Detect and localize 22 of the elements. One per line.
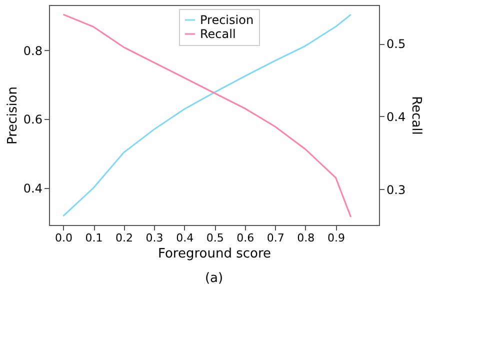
x-axis-title: Foreground score [158,246,272,262]
y2-axis-title: Recall [408,96,424,135]
x-tick-label: 0.8 [297,232,315,244]
x-tick-label: 0.4 [176,232,194,244]
y2-tick-label: 0.4 [386,110,406,124]
x-tick-label: 0.1 [85,232,103,244]
y-tick-label: 0.4 [23,181,42,196]
legend-label: Precision [200,13,254,27]
y2-tick-label: 0.5 [386,37,406,52]
x-tick-label: 0.5 [206,232,224,244]
y-tick-label: 0.6 [23,112,42,127]
legend-label: Recall [200,27,236,41]
x-tick-label: 0.9 [327,232,345,244]
x-tick-label: 0.3 [146,232,164,244]
text: (a) [204,271,224,286]
x-tick-label: 0.6 [236,232,254,244]
y-tick-label: 0.8 [23,44,42,58]
y2-tick-label: 0.3 [386,182,406,197]
y-axis-title: Precision [5,86,20,145]
x-tick-label: 0.0 [54,232,72,244]
x-tick-label: 0.7 [266,232,284,244]
x-tick-label: 0.2 [116,232,134,244]
